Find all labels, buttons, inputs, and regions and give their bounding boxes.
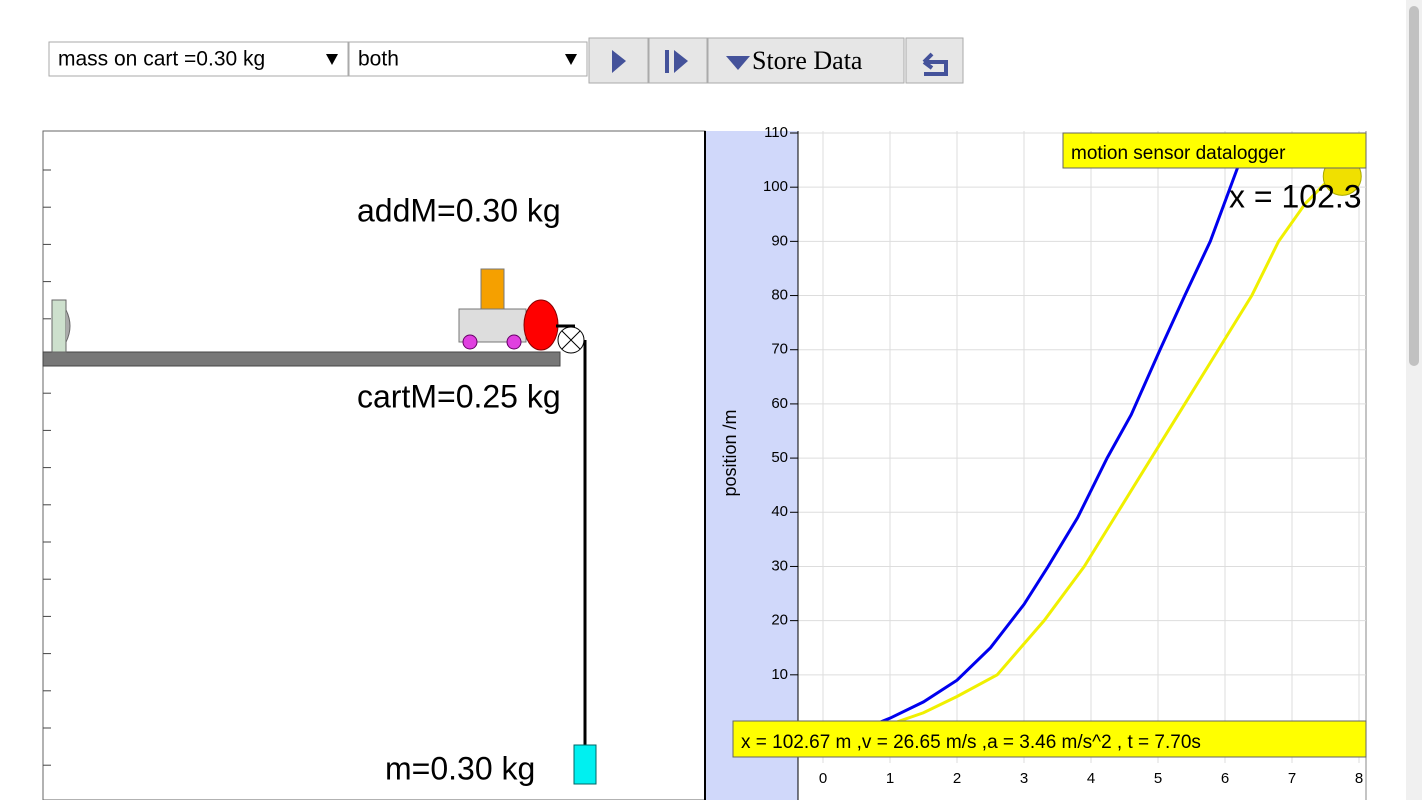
graph-margin bbox=[705, 131, 798, 800]
dropdown-arrow bbox=[565, 54, 577, 65]
y-tick-label: 80 bbox=[771, 287, 788, 304]
track bbox=[42, 351, 561, 367]
store-data-text: Store Data bbox=[752, 46, 863, 75]
sensor-cone bbox=[65, 309, 71, 343]
y-tick-label: 100 bbox=[763, 178, 788, 195]
y-tick-label: 30 bbox=[771, 557, 788, 574]
y-tick-label: 60 bbox=[771, 395, 788, 412]
x-tick-label: 4 bbox=[1087, 770, 1095, 787]
dropdown-arrow bbox=[326, 54, 338, 65]
play-icon bbox=[612, 50, 626, 73]
title-box bbox=[1062, 132, 1367, 169]
wheel bbox=[462, 334, 478, 350]
x-tick-label: 1 bbox=[886, 770, 894, 787]
cart-bumper bbox=[523, 299, 559, 351]
series-line bbox=[862, 164, 1240, 731]
step-icon bbox=[674, 50, 688, 73]
x-tick-label: 8 bbox=[1355, 770, 1363, 787]
hanging-mass bbox=[573, 744, 597, 785]
y-tick-label: 20 bbox=[771, 612, 788, 629]
y-tick-label: 10 bbox=[771, 666, 788, 683]
store-icon bbox=[726, 56, 750, 70]
y-tick-label: 90 bbox=[771, 232, 788, 249]
graph-title: motion sensor datalogger bbox=[1071, 143, 1286, 164]
mode-select-text: both bbox=[358, 48, 399, 71]
wheel bbox=[506, 334, 522, 350]
reset-icon bbox=[922, 52, 948, 76]
cart-mass-label: cartM=0.25 kg bbox=[357, 378, 561, 414]
mass-select[interactable] bbox=[48, 41, 349, 77]
mass-select-text: mass on cart =0.30 kg bbox=[58, 48, 265, 71]
scrollbar-thumb[interactable] bbox=[1409, 6, 1419, 366]
pulley-spokes bbox=[561, 330, 581, 350]
hanging-mass-label: m=0.30 kg bbox=[385, 750, 535, 786]
step-icon bbox=[665, 50, 669, 73]
added-mass bbox=[480, 268, 505, 310]
x-tick-label: 2 bbox=[953, 770, 961, 787]
x-tick-label: 5 bbox=[1154, 770, 1162, 787]
sim-panel bbox=[42, 130, 706, 800]
graph-panel: 0102030405060708090100110012345678positi… bbox=[704, 124, 1367, 800]
readout-box bbox=[732, 720, 1367, 758]
motion-sensor bbox=[51, 299, 67, 353]
mode-select[interactable] bbox=[348, 41, 588, 77]
y-tick-label: 50 bbox=[771, 449, 788, 466]
controls: mass on cart =0.30 kg both Store Data bbox=[48, 37, 964, 84]
marker-label: x = 102.3 bbox=[1229, 178, 1362, 214]
x-tick-label: 3 bbox=[1020, 770, 1028, 787]
ruler bbox=[43, 169, 51, 766]
x-tick-label: 6 bbox=[1221, 770, 1229, 787]
y-axis-label: position /m bbox=[720, 409, 740, 496]
readout: x = 102.67 m ,v = 26.65 m/s ,a = 3.46 m/… bbox=[741, 732, 1201, 753]
plot-area bbox=[798, 131, 1366, 800]
add-mass-label: addM=0.30 kg bbox=[357, 192, 561, 228]
y-tick-label: 70 bbox=[771, 341, 788, 358]
series-line bbox=[876, 175, 1334, 731]
simulation: addM=0.30 kg cartM=0.25 kg m=0.30 kg bbox=[42, 130, 706, 800]
x-tick-label: 0 bbox=[819, 770, 827, 787]
y-tick-label: 110 bbox=[764, 124, 788, 141]
x-tick-label: 7 bbox=[1288, 770, 1296, 787]
y-tick-label: 40 bbox=[771, 503, 788, 520]
